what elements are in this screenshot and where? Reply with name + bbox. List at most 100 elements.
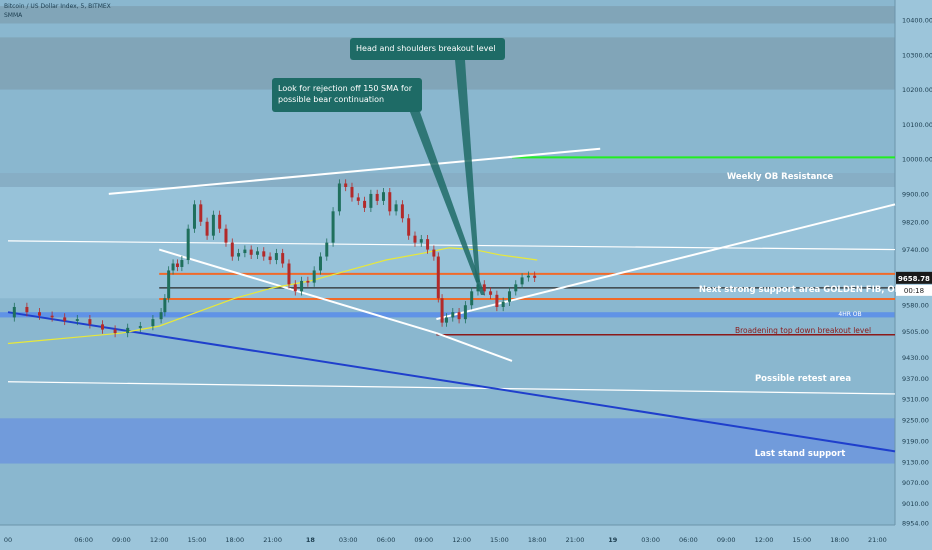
candle-body [287, 263, 291, 285]
sma-line [7, 247, 538, 345]
y-tick-label: 9130.00 [902, 458, 929, 466]
candle-body [331, 211, 335, 243]
x-tick-label: 21:00 [263, 536, 282, 544]
candle-body [388, 192, 392, 212]
candle-body [344, 183, 348, 187]
ob-4hr-label: 4HR OB [838, 311, 861, 318]
last-price-badge [896, 271, 932, 284]
x-tick-label: 06:00 [679, 536, 698, 544]
callout-head-shoulders-text: Head and shoulders breakout level [356, 44, 496, 53]
neckline-broadening [436, 203, 896, 321]
candle-body [514, 284, 518, 292]
candle-body [436, 256, 440, 299]
y-tick-label: 9370.00 [902, 375, 929, 383]
x-tick-label: 09:00 [717, 536, 736, 544]
candle-body [88, 319, 92, 325]
x-tick-label: 12:00 [150, 536, 169, 544]
candle-body [175, 263, 179, 267]
candle-body [63, 317, 67, 321]
candle-body [218, 214, 222, 229]
countdown-label: 00:18 [904, 287, 924, 295]
y-tick-label: 9190.00 [902, 437, 929, 445]
candle-body [300, 280, 304, 292]
candle-body [237, 253, 241, 257]
candle-body [281, 253, 285, 264]
candle-body [470, 291, 474, 306]
candle-body [101, 324, 104, 330]
x-tick-label: 09:00 [414, 536, 433, 544]
candle-body [451, 312, 455, 318]
x-tick-label: 15:00 [792, 536, 811, 544]
y-tick-label: 9310.00 [902, 396, 929, 404]
candle-body [255, 251, 259, 255]
x-tick-label: 18:00 [225, 536, 244, 544]
candle-body [12, 306, 16, 318]
x-tick-label: 15:00 [490, 536, 509, 544]
candle-body [224, 228, 228, 243]
candle-body [394, 204, 398, 212]
candle-body [476, 284, 480, 292]
callout-rejection-pointer [410, 112, 485, 295]
candle-body [138, 326, 142, 328]
y-tick-label: 10200.00 [902, 86, 932, 94]
y-tick-label: 10000.00 [902, 156, 932, 164]
candle-body [192, 204, 196, 229]
y-tick-label: 9900.00 [902, 190, 929, 198]
navy-downtrend [7, 311, 896, 453]
candle-body [262, 251, 266, 257]
x-tick-label: 18:00 [528, 536, 547, 544]
x-tick-label: 21:00 [868, 536, 887, 544]
candle-body [526, 275, 530, 278]
candle-body [489, 291, 493, 295]
candle-body [350, 186, 354, 198]
time-axis-panel [0, 525, 932, 550]
candle-body [75, 319, 79, 321]
x-tick-label: 06:00 [377, 536, 396, 544]
candle-body [211, 214, 215, 236]
candle-body [432, 249, 436, 257]
candle-body [501, 301, 505, 307]
broadening-label: Broadening top down breakout level [735, 326, 871, 335]
callout-head-shoulders-pointer [455, 60, 480, 282]
falling-wedge-upper [158, 248, 437, 335]
x-tick-label: 03:00 [641, 536, 660, 544]
callout-head-shoulders-box [350, 38, 505, 60]
candle-body [520, 277, 524, 285]
candle-body [230, 242, 234, 257]
candle-body [38, 312, 41, 316]
white-horizontal-lower [7, 381, 896, 395]
x-tick-label: 18 [306, 536, 316, 544]
candle-body [199, 204, 203, 222]
y-tick-label: 9505.00 [902, 328, 929, 336]
y-tick-label: 9250.00 [902, 417, 929, 425]
callout-rejection-box [272, 78, 422, 112]
candle-body [159, 312, 163, 320]
last-price-label: 9658.78 [898, 275, 930, 283]
candle-body [381, 192, 385, 201]
x-tick-label: 09:00 [112, 536, 131, 544]
y-tick-label: 8954.00 [902, 520, 929, 528]
candle-body [369, 193, 373, 208]
candle-body [507, 291, 511, 302]
x-tick-label: 00 [4, 536, 12, 544]
candle-body [113, 329, 117, 334]
candle-body [318, 256, 322, 271]
y-tick-label: 10300.00 [902, 51, 932, 59]
x-tick-label: 21:00 [566, 536, 585, 544]
candle-body [363, 200, 367, 208]
candle-body [495, 294, 499, 307]
candle-body [163, 298, 167, 313]
support-area-label: Next strong support area GOLDEN FIB, OB [699, 285, 901, 295]
candle-body [337, 183, 341, 212]
x-tick-label: 18:00 [830, 536, 849, 544]
candle-body [426, 239, 430, 250]
y-tick-label: 9740.00 [902, 246, 929, 254]
y-tick-label: 9580.00 [902, 302, 929, 310]
candle-body [293, 284, 297, 292]
retest-label: Possible retest area [755, 374, 851, 384]
countdown-badge [896, 284, 932, 296]
white-horizontal-upper [7, 240, 896, 251]
y-tick-label: 10400.00 [902, 17, 932, 25]
x-tick-label: 12:00 [452, 536, 471, 544]
